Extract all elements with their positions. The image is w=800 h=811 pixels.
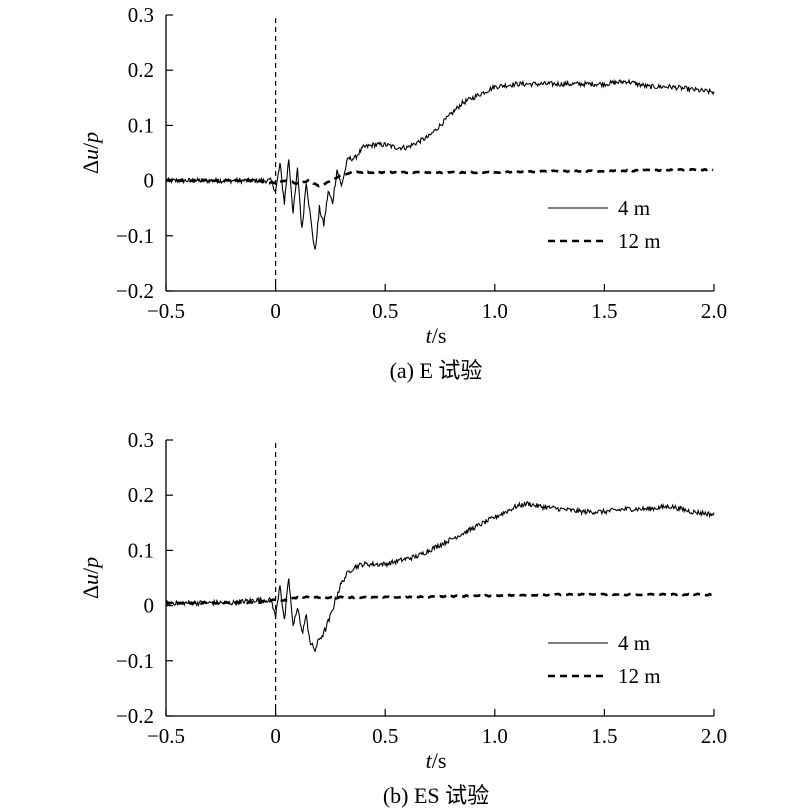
panel-caption: (b) ES 试验 — [383, 783, 489, 808]
legend-label-4m: 4 m — [618, 196, 650, 220]
chart-panel-a: −0.2 −0.1 0 0.1 0.2 0.3 −0.5 0 0.5 1.0 1.5 2.0 Δu/p… — [78, 3, 727, 383]
x-tick-label: 1.5 — [591, 299, 617, 323]
x-tick-label: 1.0 — [482, 299, 508, 323]
x-tick-label: 0.5 — [372, 299, 398, 323]
chart-panel-b: −0.2 −0.1 0 0.1 0.2 0.3 −0.5 0 0.5 1.0 1.5 2.0 Δu/p… — [78, 428, 727, 808]
legend-label-12m: 12 m — [618, 229, 661, 253]
y-tick-label: 0.1 — [128, 113, 154, 137]
y-tick-label: 0 — [144, 169, 155, 193]
x-tick-label: 1.0 — [482, 724, 508, 748]
series-line-12m — [165, 592, 714, 606]
legend: 4 m 12 m — [548, 196, 661, 253]
legend-label-4m: 4 m — [618, 631, 650, 655]
series-line-4m — [165, 500, 715, 653]
y-tick-label: 0.2 — [128, 483, 154, 507]
y-tick-label: 0.2 — [128, 58, 154, 82]
series-line-12m — [165, 167, 714, 188]
x-tick-label: 1.5 — [591, 724, 617, 748]
legend: 4 m 12 m — [548, 631, 661, 688]
series-line-4m — [165, 78, 715, 250]
y-axis-title: Δu/p — [78, 557, 103, 599]
x-tick-label: 0 — [270, 299, 281, 323]
x-tick-label: −0.5 — [147, 724, 185, 748]
y-tick-label: −0.1 — [116, 224, 154, 248]
plot-marks — [165, 443, 715, 716]
y-tick-label: 0.3 — [128, 428, 154, 452]
y-axis-title: Δu/p — [78, 132, 103, 174]
plot-marks — [165, 18, 715, 291]
x-axis-title: t/s — [426, 323, 447, 348]
legend-label-12m: 12 m — [618, 664, 661, 688]
y-tick-label: 0.3 — [128, 3, 154, 27]
x-axis-title: t/s — [426, 748, 447, 773]
x-tick-label: 2.0 — [701, 724, 727, 748]
y-tick-label: 0 — [144, 594, 155, 618]
y-tick-label: −0.2 — [116, 279, 154, 303]
y-tick-label: −0.1 — [116, 649, 154, 673]
x-tick-label: 0 — [270, 724, 281, 748]
x-tick-label: 0.5 — [372, 724, 398, 748]
panel-caption: (a) E 试验 — [390, 358, 483, 383]
y-axis-ticks: −0.2 −0.1 0 0.1 0.2 0.3 −0.5 0 0.5 1.0 1.5 2.0 — [116, 428, 727, 748]
x-tick-label: 2.0 — [701, 299, 727, 323]
y-tick-label: 0.1 — [128, 538, 154, 562]
x-tick-label: −0.5 — [147, 299, 185, 323]
y-axis-ticks: −0.2 −0.1 0 0.1 0.2 0.3 −0.5 0 0.5 1.0 1.5 2.0 — [116, 3, 727, 323]
y-tick-label: −0.2 — [116, 704, 154, 728]
